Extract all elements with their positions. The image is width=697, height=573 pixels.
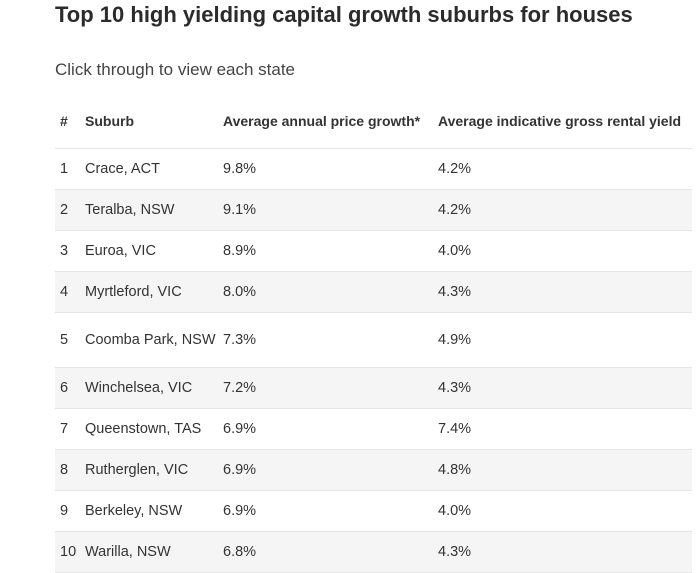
suburb-cell: Teralba, NSW	[85, 189, 223, 231]
yield-cell: 4.2%	[438, 148, 692, 190]
yield-cell: 4.0%	[438, 490, 692, 532]
suburb-cell: Euroa, VIC	[85, 230, 223, 272]
table-row: 2 Teralba, NSW 9.1% 4.2%	[55, 189, 692, 231]
yield-cell: 4.9%	[438, 312, 692, 368]
growth-cell: 7.3%	[223, 312, 438, 368]
rank-cell: 10	[55, 531, 85, 573]
yield-cell: 4.2%	[438, 189, 692, 231]
table-row: 4 Myrtleford, VIC 8.0% 4.3%	[55, 271, 692, 313]
table-row: 6 Winchelsea, VIC 7.2% 4.3%	[55, 367, 692, 409]
table-row: 1 Crace, ACT 9.8% 4.2%	[55, 148, 692, 190]
growth-cell: 9.8%	[223, 148, 438, 190]
page-subtitle: Click through to view each state	[55, 60, 296, 79]
suburb-cell: Rutherglen, VIC	[85, 449, 223, 491]
page-title: Top 10 high yielding capital growth subu…	[55, 2, 633, 27]
suburbs-table: # Suburb Average annual price growth* Av…	[55, 94, 692, 573]
rank-cell: 7	[55, 408, 85, 450]
suburb-cell: Myrtleford, VIC	[85, 271, 223, 313]
growth-cell: 9.1%	[223, 189, 438, 231]
rank-cell: 1	[55, 148, 85, 190]
column-header-yield: Average indicative gross rental yield	[438, 94, 692, 149]
yield-cell: 4.3%	[438, 271, 692, 313]
rank-cell: 6	[55, 367, 85, 409]
column-header-rank: #	[55, 94, 85, 149]
rank-cell: 8	[55, 449, 85, 491]
rank-cell: 3	[55, 230, 85, 272]
rank-cell: 5	[55, 312, 85, 368]
table-row: 7 Queenstown, TAS 6.9% 7.4%	[55, 408, 692, 450]
table-row: 5 Coomba Park, NSW 7.3% 4.9%	[55, 312, 692, 368]
suburb-cell: Queenstown, TAS	[85, 408, 223, 450]
suburb-cell: Berkeley, NSW	[85, 490, 223, 532]
growth-cell: 7.2%	[223, 367, 438, 409]
rank-cell: 4	[55, 271, 85, 313]
suburb-cell: Crace, ACT	[85, 148, 223, 190]
yield-cell: 4.8%	[438, 449, 692, 491]
rank-cell: 2	[55, 189, 85, 231]
table-row: 9 Berkeley, NSW 6.9% 4.0%	[55, 490, 692, 532]
yield-cell: 4.3%	[438, 531, 692, 573]
growth-cell: 6.9%	[223, 490, 438, 532]
suburb-cell: Warilla, NSW	[85, 531, 223, 573]
yield-cell: 7.4%	[438, 408, 692, 450]
column-header-growth: Average annual price growth*	[223, 94, 438, 149]
suburb-cell: Winchelsea, VIC	[85, 367, 223, 409]
table-row: 8 Rutherglen, VIC 6.9% 4.8%	[55, 449, 692, 491]
yield-cell: 4.0%	[438, 230, 692, 272]
growth-cell: 8.9%	[223, 230, 438, 272]
suburb-cell: Coomba Park, NSW	[85, 312, 223, 368]
table-row: 3 Euroa, VIC 8.9% 4.0%	[55, 230, 692, 272]
table-row: 10 Warilla, NSW 6.8% 4.3%	[55, 531, 692, 573]
growth-cell: 6.9%	[223, 449, 438, 491]
growth-cell: 6.9%	[223, 408, 438, 450]
table-header-row: # Suburb Average annual price growth* Av…	[55, 94, 692, 149]
yield-cell: 4.3%	[438, 367, 692, 409]
growth-cell: 8.0%	[223, 271, 438, 313]
growth-cell: 6.8%	[223, 531, 438, 573]
column-header-suburb: Suburb	[85, 94, 223, 149]
rank-cell: 9	[55, 490, 85, 532]
